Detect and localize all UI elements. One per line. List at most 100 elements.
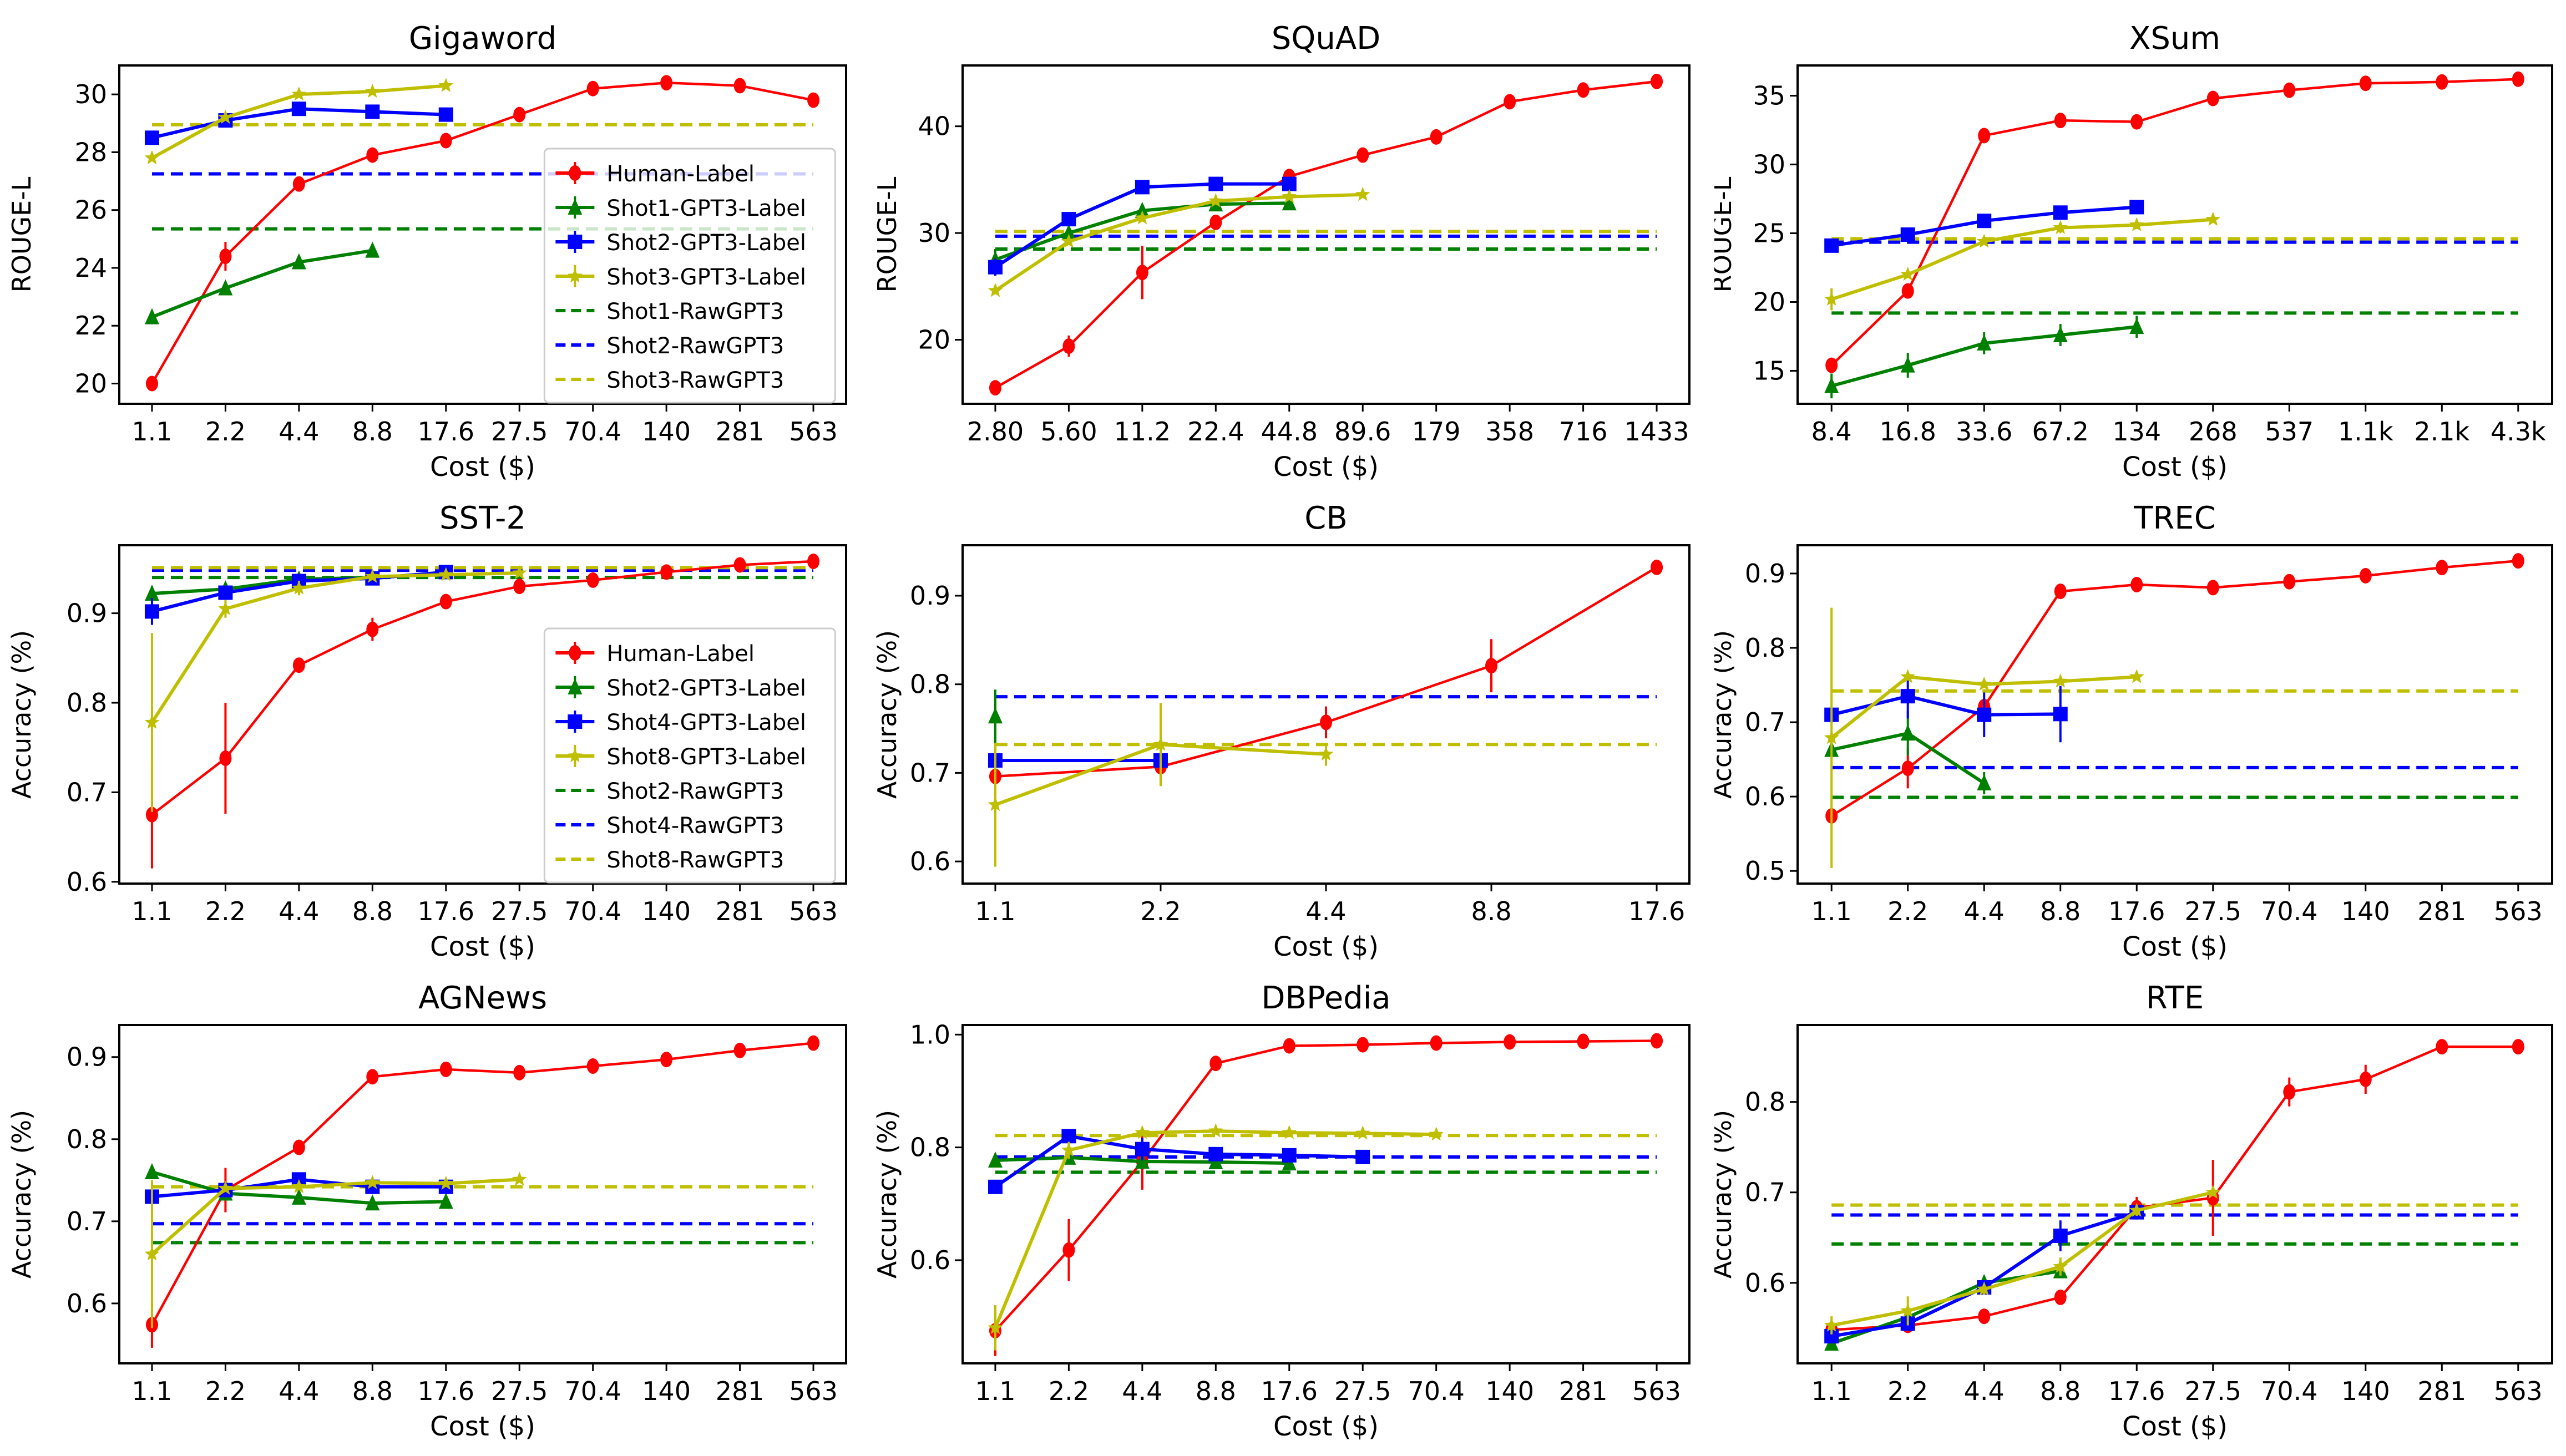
data-point [2359,567,2372,584]
series-shot2-gpt3-label [144,569,380,601]
legend-item: Shot3-GPT3-Label [555,265,806,290]
data-point [1824,1317,1839,1332]
series-shot8-gpt3-label [144,565,527,812]
data-point [2283,574,2296,590]
x-tick-label: 281 [716,417,765,447]
axes-frame [961,64,1691,405]
data-point [2129,200,2144,215]
x-tick-label: 2.1k [2414,417,2469,447]
chart-panel-trec: TREC 1.1 2.2 4.4 8.8 17.6 27.5 70.4 140 281 563 0.5… [1714,500,2553,962]
data-point [1355,1125,1370,1140]
data-point [2359,75,2372,92]
data-point [733,78,746,94]
x-tick-label: 4.4 [1305,896,1346,926]
chart-title: SST-2 [439,500,526,536]
x-tick-label: 27.5 [491,417,548,447]
legend-marker [568,748,583,763]
x-tick-label: 2.2 [1140,896,1181,926]
y-axis-label: Accuracy (%) [7,630,37,799]
data-point [219,750,232,767]
series-line [1831,559,2518,817]
x-tick-label: 17.6 [2108,1376,2165,1406]
x-tick-label: 2.2 [1887,1376,1928,1406]
x-tick-label: 1.1 [1811,1376,1852,1406]
series-human-label [1825,71,2524,373]
x-tick-label: 537 [2265,417,2314,447]
data-point [1825,357,1838,373]
y-tick-label: 20 [74,369,107,399]
data-point [291,1188,306,1205]
data-point [1282,194,1297,211]
data-point [1062,1242,1075,1258]
series-line [994,1134,1363,1189]
data-point [2359,1071,2372,1087]
data-point [2130,114,2143,130]
x-tick-label: 2.2 [205,1376,246,1406]
data-point [1135,1125,1150,1139]
x-tick-label: 16.8 [1880,417,1936,447]
x-axis-label: Cost ($) [2122,451,2228,483]
x-tick-label: 1.1 [1811,896,1852,926]
data-point [365,1194,380,1211]
data-point [660,75,673,91]
legend-item: Shot4-GPT3-Label [555,710,806,735]
x-tick-label: 563 [789,896,838,926]
legend-item: Human-Label [555,641,755,667]
legend-marker [568,235,583,249]
data-point [291,1179,307,1193]
y-axis-label: ROUGE-L [7,176,37,292]
x-axis-label: Cost ($) [430,451,535,483]
chart-title: Gigaword [409,21,556,57]
legend-label: Shot2-GPT3-Label [606,230,806,256]
data-point [733,1042,746,1058]
y-tick-label: 22 [74,311,107,341]
x-tick-label: 281 [716,1376,765,1406]
data-point [1355,1149,1370,1164]
data-point [438,1175,454,1190]
data-point [1320,714,1332,730]
x-tick-label: 70.4 [1408,1376,1464,1406]
x-tick-label: 27.5 [491,896,548,926]
data-point [366,1069,379,1085]
y-tick-label: 0.7 [67,777,107,807]
data-point [2283,82,2296,98]
x-tick-label: 2.80 [967,417,1024,447]
x-tick-label: 2.2 [1887,896,1928,926]
data-point [1061,234,1076,248]
data-point [1135,210,1150,225]
y-axis-label: Accuracy (%) [872,630,902,799]
x-tick-label: 17.6 [1628,896,1685,926]
data-point [1208,193,1223,207]
chart-title: CB [1304,500,1348,536]
data-point [1208,176,1223,191]
data-point [1061,224,1076,241]
data-point [1976,1281,1992,1296]
x-tick-label: 17.6 [1261,1376,1318,1406]
data-point [144,714,160,729]
data-point [144,150,160,165]
legend-label: Shot1-GPT3-Label [606,196,806,221]
axes-frame [118,1024,847,1364]
data-point [2436,1039,2448,1055]
x-axis-label: Cost ($) [2122,931,2228,962]
x-tick-label: 70.4 [564,896,621,926]
x-tick-label: 17.6 [418,1376,474,1406]
x-tick-label: 563 [789,417,838,447]
legend-marker [568,714,583,729]
legend: Human-Label Shot2-GPT3-Label Shot4-GPT3-La… [543,627,836,884]
x-tick-label: 11.2 [1114,417,1171,447]
data-point [365,569,380,583]
y-tick-label: 25 [1753,219,1785,248]
y-axis-label: ROUGE-L [872,176,902,292]
data-point [1900,669,1915,683]
x-tick-label: 140 [642,417,691,447]
chart-panel-cb: CB 1.1 2.2 4.4 8.8 17.6 0.6 0.7 0.8 0.9 Cost ($) Ac… [872,500,1691,962]
data-point [1978,1308,1991,1325]
data-point [218,585,233,600]
data-point [439,133,452,149]
data-point [988,1179,1003,1194]
x-tick-label: 70.4 [2261,896,2317,926]
x-axis-label: Cost ($) [430,1411,535,1442]
data-point [1900,227,1915,242]
legend-item: Shot8-GPT3-Label [555,744,806,770]
